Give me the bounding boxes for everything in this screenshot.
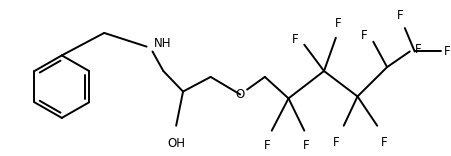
Text: F: F (396, 9, 402, 22)
Text: F: F (302, 139, 309, 152)
Text: F: F (332, 136, 339, 149)
Text: NH: NH (153, 37, 170, 50)
Text: F: F (334, 17, 341, 30)
Text: F: F (443, 45, 450, 58)
Text: F: F (414, 43, 420, 56)
Text: OH: OH (167, 137, 185, 150)
Text: F: F (291, 33, 298, 46)
Text: O: O (235, 88, 244, 101)
Text: F: F (380, 136, 387, 149)
Text: F: F (360, 29, 367, 42)
Text: F: F (263, 139, 270, 152)
